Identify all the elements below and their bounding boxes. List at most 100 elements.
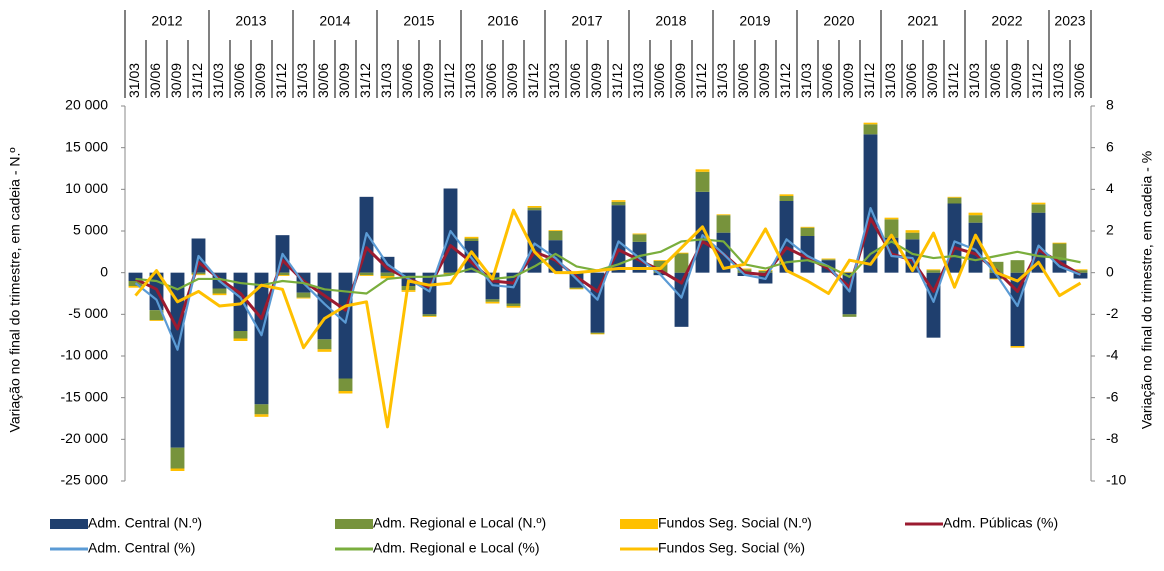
year-label: 2014 [319,13,350,29]
bar [233,331,248,339]
bar [884,217,899,220]
x-tick-label: 31/12 [609,63,625,98]
year-label: 2013 [235,13,266,29]
bar [989,278,1004,280]
bar [1052,242,1067,244]
year-label: 2016 [487,13,518,29]
bar [170,447,185,469]
x-tick-label: 31/12 [693,63,709,98]
year-label: 2018 [655,13,686,29]
bar [737,268,752,270]
bar [506,303,521,306]
bar [695,171,710,192]
bar [821,258,836,260]
legend-label: Adm. Central (%) [88,540,195,556]
x-tick-label: 31/03 [630,63,646,98]
y2-tick-label: 4 [1106,180,1114,196]
bar [842,314,857,317]
bar [779,196,794,201]
bar [1010,260,1025,273]
bar [548,230,563,231]
x-tick-label: 31/03 [462,63,478,98]
bar [191,274,206,276]
bar [296,297,311,299]
bar [380,276,395,279]
bar [485,299,500,302]
x-tick-label: 30/09 [924,63,940,98]
line [134,208,1082,429]
bar [905,232,920,240]
y-tick-label: 0 [100,263,108,279]
x-tick-label: 30/09 [252,63,268,98]
bar [590,333,605,335]
bar [569,288,584,290]
x-tick-label: 30/09 [504,63,520,98]
bar [863,122,878,125]
bar [275,275,290,276]
year-label: 2019 [739,13,770,29]
y-tick-label: 5 000 [73,222,108,238]
y-tick-label: 10 000 [65,180,108,196]
x-tick-label: 30/09 [336,63,352,98]
line [135,238,1081,295]
bar [359,275,374,276]
x-tick-label: 31/12 [1029,63,1045,98]
bar [884,219,899,238]
bar [1073,269,1088,271]
x-tick-label: 30/09 [756,63,772,98]
bar [149,320,164,321]
x-tick-label: 31/03 [798,63,814,98]
bar [317,272,332,340]
y2-tick-label: 6 [1106,138,1114,154]
x-tick-label: 31/03 [966,63,982,98]
bar [968,212,983,216]
bar [233,272,248,331]
x-tick-label: 30/09 [168,63,184,98]
bar [527,207,542,211]
year-label: 2021 [907,13,938,29]
year-label: 2015 [403,13,434,29]
x-tick-label: 30/06 [819,63,835,98]
y-axis-label: Variação no final do trimestre, em cadei… [7,148,23,433]
y2-tick-label: 2 [1106,222,1114,238]
x-tick-label: 31/12 [777,63,793,98]
x-tick-label: 31/12 [357,63,373,98]
x-tick-label: 30/06 [483,63,499,98]
bar [128,286,143,288]
y2-tick-label: -10 [1106,472,1126,488]
y2-tick-label: 0 [1106,263,1114,279]
x-tick-label: 31/12 [945,63,961,98]
y-tick-label: -25 000 [61,472,109,488]
bar [863,124,878,135]
legend-label: Adm. Regional e Local (%) [373,540,540,556]
x-tick-label: 30/09 [588,63,604,98]
bar [905,230,920,233]
bar [149,310,164,321]
bar [695,191,710,273]
bar [674,253,689,273]
x-tick-label: 30/06 [735,63,751,98]
bar [779,201,794,273]
bar [443,272,458,274]
bar [674,252,689,254]
bar [254,272,269,405]
bar [254,404,269,415]
y-tick-label: 20 000 [65,97,108,113]
bar [758,271,773,273]
x-tick-label: 30/06 [399,63,415,98]
bar [527,206,542,208]
x-tick-label: 30/06 [1071,63,1087,98]
bar [611,201,626,206]
bar [275,272,290,276]
x-tick-label: 30/06 [987,63,1003,98]
bar [506,306,521,308]
x-tick-label: 30/06 [147,63,163,98]
bar [128,272,143,281]
year-label: 2023 [1054,13,1085,29]
x-tick-label: 30/09 [840,63,856,98]
bar [821,259,836,261]
legend-label: Adm. Central (N.º) [88,515,202,531]
y2-tick-label: -4 [1106,347,1119,363]
x-tick-label: 30/06 [903,63,919,98]
y-tick-label: -5 000 [68,305,108,321]
